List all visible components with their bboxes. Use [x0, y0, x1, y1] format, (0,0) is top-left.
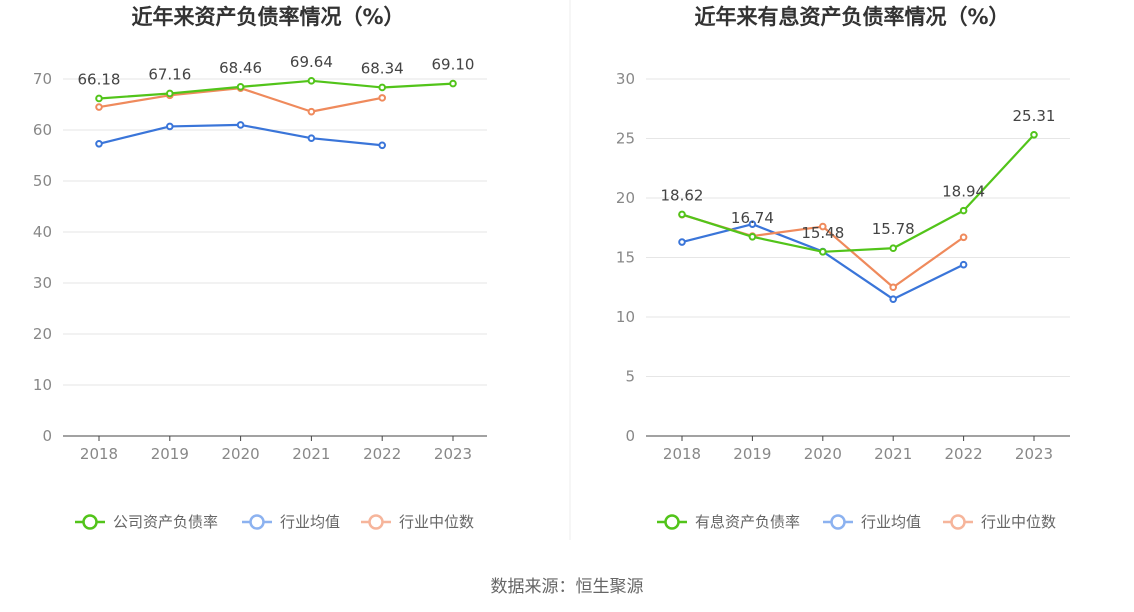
y-tick-label: 70 [33, 70, 52, 88]
legend-label: 公司资产负债率 [113, 513, 218, 531]
data-point [748, 232, 757, 241]
y-tick-label: 25 [616, 130, 635, 148]
legend-swatch-marker [368, 514, 384, 530]
data-point [236, 121, 245, 129]
y-tick-label: 10 [616, 308, 635, 326]
data-label: 15.48 [801, 224, 844, 242]
interest-bearing-debt-ratio-chart: 近年来有息资产负债率情况（%） 0 5 10 15 20 25 30 2018 2019 2020… [616, 5, 1070, 531]
data-point [678, 238, 686, 246]
legend-swatch-marker [950, 514, 966, 530]
legend-label: 行业中位数 [399, 513, 474, 531]
y-tick-label: 30 [616, 70, 635, 88]
data-point [307, 134, 316, 142]
y-tick-label: 20 [616, 189, 635, 207]
data-label: 66.18 [78, 70, 121, 88]
data-point [307, 107, 316, 116]
y-tick-label: 40 [33, 223, 52, 241]
legend-item: 行业中位数 [361, 513, 474, 531]
data-point [95, 94, 103, 103]
data-point [889, 283, 898, 292]
data-point [378, 141, 387, 150]
legend-swatch-marker [82, 514, 98, 530]
x-tick-label: 2019 [733, 445, 771, 463]
legend-item: 行业均值 [823, 513, 921, 531]
x-tick-label: 2023 [434, 445, 472, 463]
y-tick-label: 30 [33, 274, 52, 292]
data-point [378, 83, 387, 92]
x-tick-label: 2023 [1015, 445, 1053, 463]
y-tick-label: 0 [42, 427, 52, 445]
data-point [307, 77, 316, 85]
data-label: 15.78 [872, 220, 915, 238]
x-tick-label: 2020 [804, 445, 842, 463]
data-label: 25.31 [1013, 107, 1056, 125]
x-tick-label: 2021 [292, 445, 330, 463]
data-point [378, 94, 387, 102]
data-point [95, 103, 103, 111]
data-label: 68.34 [361, 59, 404, 77]
y-tick-label: 60 [33, 121, 52, 139]
debt-ratio-chart-title: 近年来资产负债率情况（%） [131, 5, 404, 29]
data-label: 67.16 [148, 65, 191, 83]
data-label: 69.10 [432, 56, 475, 74]
data-point [819, 222, 827, 231]
legend-swatch-marker [249, 514, 265, 530]
x-tick-label: 2021 [874, 445, 912, 463]
data-point [959, 233, 968, 242]
x-tick-label: 2022 [363, 445, 401, 463]
data-label: 16.74 [731, 209, 774, 227]
legend-item: 有息资产负债率 [657, 513, 800, 531]
data-point [959, 206, 968, 215]
data-point [678, 210, 686, 219]
legend-item: 公司资产负债率 [75, 513, 218, 531]
series-line-company [681, 134, 1035, 253]
data-point [889, 244, 898, 253]
legend-label: 行业均值 [861, 513, 921, 531]
interest-bearing-debt-ratio-chart-title: 近年来有息资产负债率情况（%） [694, 5, 1009, 29]
y-tick-label: 20 [33, 325, 52, 343]
data-label: 68.46 [219, 59, 262, 77]
x-tick-label: 2018 [80, 445, 118, 463]
y-tick-label: 0 [625, 427, 635, 445]
x-tick-label: 2019 [151, 445, 189, 463]
data-point [95, 139, 103, 148]
data-point [166, 122, 174, 131]
y-tick-label: 15 [616, 249, 635, 267]
y-tick-label: 50 [33, 172, 52, 190]
data-point [166, 89, 174, 98]
data-point [449, 79, 457, 88]
legend-label: 行业中位数 [981, 513, 1056, 531]
x-tick-label: 2018 [663, 445, 701, 463]
data-source-note: 数据来源：恒生聚源 [491, 577, 644, 597]
y-tick-label: 5 [625, 368, 635, 386]
data-label: 18.94 [942, 183, 985, 201]
legend-label: 行业均值 [280, 513, 340, 531]
y-tick-label: 10 [33, 376, 52, 394]
data-point [889, 295, 898, 303]
data-point [1030, 131, 1038, 139]
data-label: 69.64 [290, 53, 333, 71]
legend-swatch-marker [664, 514, 680, 530]
legend-swatch-marker [830, 514, 846, 530]
data-point [819, 247, 827, 256]
data-point [959, 260, 968, 269]
data-point [236, 83, 245, 91]
legend-item: 行业中位数 [943, 513, 1056, 531]
legend-label: 有息资产负债率 [695, 513, 800, 531]
legend-item: 行业均值 [242, 513, 340, 531]
x-tick-label: 2022 [945, 445, 983, 463]
data-point [748, 220, 757, 228]
x-tick-label: 2020 [222, 445, 260, 463]
debt-ratio-chart: 近年来资产负债率情况（%） 0 10 20 30 40 50 60 70 2018 2019 202… [33, 5, 487, 531]
series-line-company [98, 79, 454, 100]
data-label: 18.62 [661, 186, 704, 204]
